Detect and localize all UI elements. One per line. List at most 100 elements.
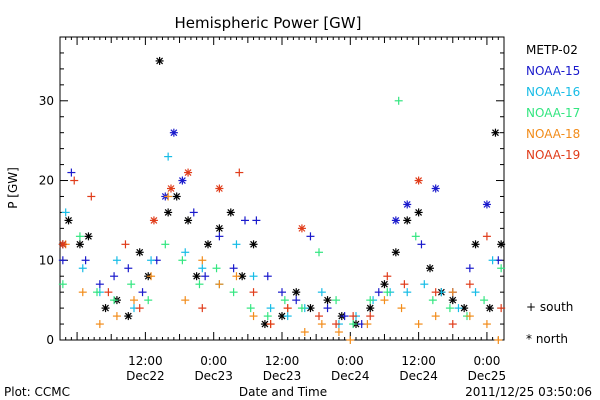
data-point — [155, 56, 164, 65]
data-point — [135, 304, 144, 313]
data-point — [184, 168, 193, 177]
data-point — [403, 200, 412, 209]
data-point — [266, 320, 275, 329]
data-point — [252, 216, 261, 225]
data-point — [431, 184, 440, 193]
data-point — [266, 304, 275, 313]
data-point — [232, 272, 241, 281]
data-point — [323, 296, 332, 305]
legend-marker-north: * north — [526, 332, 568, 346]
y-axis: 0 10 20 30 — [39, 36, 504, 347]
data-point — [198, 256, 207, 265]
data-point — [480, 296, 489, 305]
data-point — [283, 312, 292, 321]
data-point — [110, 272, 119, 281]
data-point — [471, 240, 480, 249]
data-point — [397, 304, 406, 313]
data-point — [374, 288, 383, 297]
legend-entry: NOAA-18 — [526, 127, 580, 141]
data-point — [229, 288, 238, 297]
data-point — [169, 128, 178, 137]
data-point — [124, 264, 133, 273]
data-point — [87, 192, 96, 201]
x-tick-label-time: 12:00 — [401, 354, 436, 368]
data-point — [249, 272, 258, 281]
data-point — [497, 304, 506, 313]
data-point — [149, 216, 158, 225]
data-point — [297, 224, 306, 233]
legend-entry: NOAA-19 — [526, 148, 580, 162]
data-point — [317, 320, 326, 329]
data-point — [332, 296, 341, 305]
data-point — [332, 320, 341, 329]
data-point — [494, 336, 503, 344]
x-tick-label-day: Dec24 — [331, 369, 370, 383]
data-point — [178, 176, 187, 185]
data-point — [482, 232, 491, 241]
data-point — [349, 320, 358, 329]
data-point — [112, 312, 121, 321]
data-point — [95, 280, 104, 289]
data-point — [454, 304, 463, 313]
data-point — [263, 272, 272, 281]
data-point — [75, 232, 84, 241]
data-point — [391, 216, 400, 225]
data-point — [246, 304, 255, 313]
data-point — [78, 264, 87, 273]
data-point — [340, 312, 349, 321]
chart-title: Hemispheric Power [GW] — [175, 14, 362, 32]
data-point — [181, 248, 190, 257]
data-point — [491, 128, 500, 137]
data-point — [198, 304, 207, 313]
data-point — [249, 240, 258, 249]
data-point — [431, 288, 440, 297]
data-point — [460, 304, 469, 313]
data-point — [172, 192, 181, 201]
data-point — [403, 216, 412, 225]
data-point — [164, 208, 173, 217]
data-point — [497, 264, 506, 273]
x-tick-label-time: 0:00 — [473, 354, 500, 368]
data-point — [121, 240, 130, 249]
data-point — [181, 296, 190, 305]
data-point — [414, 320, 423, 329]
data-point — [189, 208, 198, 217]
data-point — [110, 296, 119, 305]
data-point — [363, 320, 372, 329]
data-point — [283, 304, 292, 313]
data-point — [280, 296, 289, 305]
data-point — [67, 168, 76, 177]
data-point — [101, 304, 110, 313]
data-point — [212, 264, 221, 273]
footer-plot-credit: Plot: CCMC — [4, 385, 70, 399]
data-point — [445, 304, 454, 313]
data-point — [249, 312, 258, 321]
data-point — [164, 152, 173, 161]
data-point — [104, 288, 113, 297]
x-tick-label-day: Dec23 — [263, 369, 302, 383]
footer-timestamp: 2011/12/25 03:50:06 — [465, 385, 592, 399]
data-point — [81, 256, 90, 265]
data-point — [138, 288, 147, 297]
data-point — [292, 288, 301, 297]
data-point — [315, 312, 323, 321]
data-point — [383, 272, 392, 281]
data-point — [235, 168, 244, 177]
data-point — [195, 280, 204, 289]
data-point — [300, 328, 309, 337]
data-point — [465, 280, 474, 289]
legend-entry: NOAA-15 — [526, 64, 580, 78]
y-tick-label: 10 — [39, 253, 54, 267]
data-point — [130, 296, 138, 305]
data-point — [232, 240, 241, 249]
legend-entry: METP-02 — [526, 43, 578, 57]
data-point — [184, 216, 193, 225]
x-tick-label-day: Dec23 — [194, 369, 233, 383]
data-point — [112, 256, 121, 265]
data-point — [292, 296, 301, 305]
x-tick-label-time: 12:00 — [265, 354, 300, 368]
data-point — [428, 296, 437, 305]
data-point — [380, 280, 389, 289]
data-point — [497, 240, 506, 249]
data-point — [70, 176, 79, 185]
